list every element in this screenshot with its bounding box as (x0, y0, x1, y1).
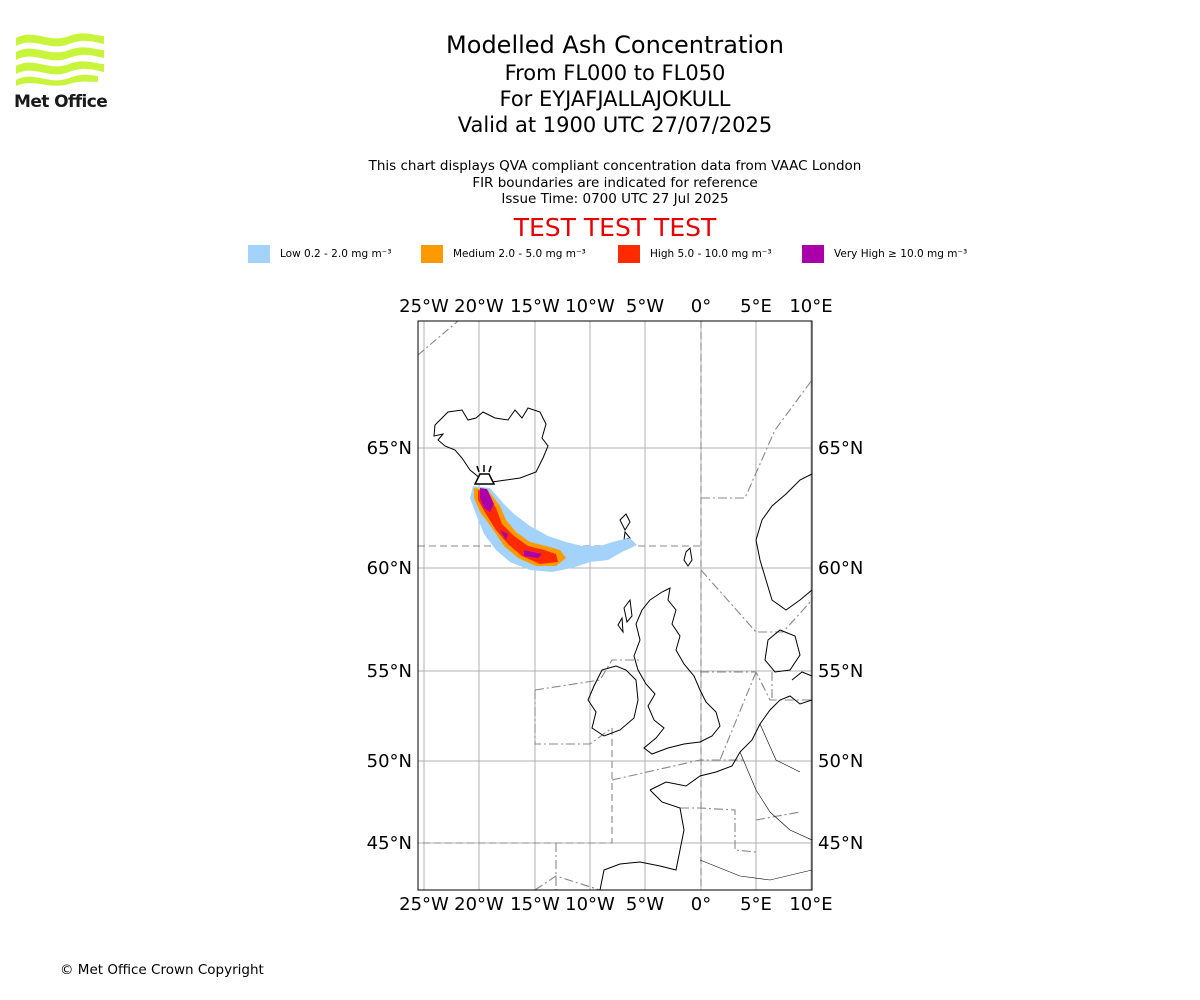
note-line-3: Issue Time: 0700 UTC 27 Jul 2025 (501, 191, 729, 207)
logo-text: Met Office (14, 92, 108, 112)
lon-label-bottom: 10°E (789, 894, 832, 915)
lat-labels-left: 65°N 60°N 55°N 50°N 45°N (367, 438, 412, 854)
legend-swatch-very-high (802, 245, 824, 263)
ash-map-svg: 25°W 20°W 15°W 10°W 5°W 0° 5°E 10°E 25°W… (367, 296, 864, 915)
lon-label-top: 15°W (510, 296, 560, 317)
lon-label-top: 0° (691, 296, 711, 317)
note-line-2: FIR boundaries are indicated for referen… (472, 174, 758, 191)
legend-swatch-medium (421, 245, 443, 263)
lon-label-top: 10°E (789, 296, 832, 317)
ash-very-high-core (500, 530, 508, 540)
lat-label-right: 65°N (818, 438, 863, 459)
met-office-logo: Met Office (14, 30, 108, 112)
lat-label-right: 45°N (818, 833, 863, 854)
legend-item-very-high: Very High ≥ 10.0 mg m⁻³ (802, 244, 967, 264)
legend: Low 0.2 - 2.0 mg m⁻³ Medium 2.0 - 5.0 mg… (0, 244, 1200, 264)
lon-label-bottom: 0° (691, 894, 711, 915)
lon-label-bottom: 5°E (740, 894, 772, 915)
lat-label-right: 55°N (818, 661, 863, 682)
lat-label-left: 65°N (367, 438, 412, 459)
chart-notes: This chart displays QVA compliant concen… (315, 158, 915, 208)
legend-item-low: Low 0.2 - 2.0 mg m⁻³ (248, 244, 391, 264)
fir-boundaries (418, 321, 812, 890)
legend-item-high: High 5.0 - 10.0 mg m⁻³ (618, 244, 772, 264)
lon-label-bottom: 5°W (626, 894, 664, 915)
copyright: © Met Office Crown Copyright (60, 962, 264, 978)
ash-very-high (480, 488, 494, 512)
title-line-1: Modelled Ash Concentration (446, 31, 784, 59)
chart-title-block: Modelled Ash Concentration From FL000 to… (315, 30, 915, 138)
title-line-4: Valid at 1900 UTC 27/07/2025 (457, 113, 773, 137)
test-banner: TEST TEST TEST (513, 213, 717, 242)
lat-label-left: 45°N (367, 833, 412, 854)
legend-label-high: High 5.0 - 10.0 mg m⁻³ (650, 248, 772, 260)
met-office-wave-icon (16, 33, 104, 86)
lat-label-left: 60°N (367, 558, 412, 579)
graticule (418, 321, 812, 890)
lon-label-top: 20°W (454, 296, 504, 317)
lat-labels-right: 65°N 60°N 55°N 50°N 45°N (818, 438, 863, 854)
lat-label-right: 50°N (818, 751, 863, 772)
lon-label-top: 5°E (740, 296, 772, 317)
lon-label-bottom: 15°W (510, 894, 560, 915)
title-line-3: For EYJAFJALLAJOKULL (499, 87, 731, 111)
lon-label-bottom: 20°W (454, 894, 504, 915)
legend-label-medium: Medium 2.0 - 5.0 mg m⁻³ (453, 248, 586, 260)
lat-label-left: 55°N (367, 661, 412, 682)
legend-swatch-high (618, 245, 640, 263)
legend-swatch-low (248, 245, 270, 263)
legend-item-medium: Medium 2.0 - 5.0 mg m⁻³ (421, 244, 586, 264)
lat-label-left: 50°N (367, 751, 412, 772)
lon-label-top: 25°W (399, 296, 449, 317)
map-frame (417, 320, 813, 891)
lat-label-right: 60°N (818, 558, 863, 579)
lon-label-top: 10°W (565, 296, 615, 317)
lon-labels-top: 25°W 20°W 15°W 10°W 5°W 0° 5°E 10°E (399, 296, 832, 317)
volcano-icon (473, 465, 496, 485)
coastlines (433, 407, 812, 890)
note-line-1: This chart displays QVA compliant concen… (368, 158, 862, 174)
ash-very-high-tail (524, 550, 542, 558)
title-line-2: From FL000 to FL050 (504, 61, 726, 85)
ash-map: 25°W 20°W 15°W 10°W 5°W 0° 5°E 10°E 25°W… (360, 290, 880, 924)
lon-labels-bottom: 25°W 20°W 15°W 10°W 5°W 0° 5°E 10°E (399, 894, 832, 915)
lon-label-bottom: 25°W (399, 894, 449, 915)
ash-medium (474, 488, 566, 566)
legend-label-very-high: Very High ≥ 10.0 mg m⁻³ (834, 248, 968, 260)
lon-label-bottom: 10°W (565, 894, 615, 915)
lon-label-top: 5°W (626, 296, 664, 317)
legend-label-low: Low 0.2 - 2.0 mg m⁻³ (280, 248, 392, 260)
